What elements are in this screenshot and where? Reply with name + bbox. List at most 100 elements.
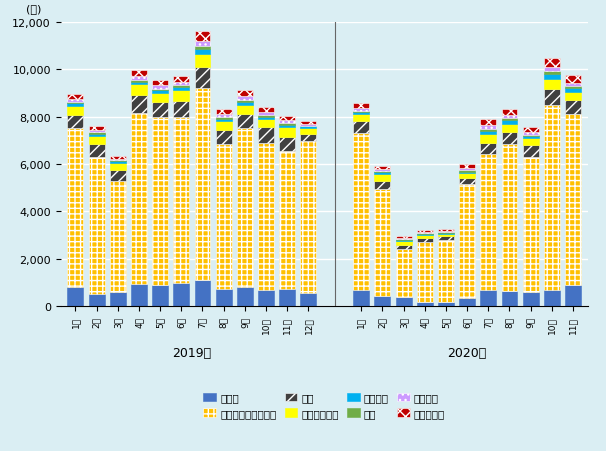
- Bar: [195, 281, 210, 307]
- Bar: [459, 172, 475, 174]
- Bar: [438, 241, 454, 303]
- Bar: [88, 131, 104, 133]
- Bar: [237, 115, 253, 129]
- Bar: [216, 120, 231, 122]
- Bar: [195, 42, 210, 47]
- Bar: [544, 106, 560, 290]
- Bar: [502, 115, 518, 119]
- Bar: [502, 121, 518, 124]
- Bar: [88, 133, 104, 134]
- Bar: [67, 116, 84, 129]
- Bar: [481, 155, 496, 290]
- Bar: [353, 109, 369, 111]
- Bar: [353, 290, 369, 307]
- Bar: [258, 128, 274, 143]
- Bar: [438, 232, 454, 233]
- Bar: [131, 81, 147, 83]
- Bar: [375, 170, 390, 172]
- Bar: [152, 285, 168, 307]
- Bar: [459, 299, 475, 307]
- Bar: [237, 288, 253, 307]
- Bar: [110, 159, 125, 161]
- Bar: [195, 89, 210, 281]
- Bar: [565, 115, 581, 285]
- Bar: [353, 115, 369, 122]
- Bar: [110, 292, 125, 307]
- Bar: [67, 104, 84, 106]
- Bar: [417, 243, 433, 302]
- Text: (台): (台): [26, 4, 42, 14]
- Bar: [481, 290, 496, 307]
- Bar: [481, 132, 496, 135]
- Bar: [459, 171, 475, 172]
- Bar: [67, 100, 84, 103]
- Bar: [375, 296, 390, 307]
- Bar: [502, 144, 518, 291]
- Bar: [258, 143, 274, 290]
- Bar: [481, 143, 496, 155]
- Bar: [396, 245, 411, 250]
- Bar: [459, 169, 475, 171]
- Bar: [481, 126, 496, 129]
- Bar: [301, 142, 316, 294]
- Bar: [353, 122, 369, 134]
- Bar: [353, 134, 369, 290]
- Bar: [152, 93, 168, 103]
- Bar: [67, 129, 84, 288]
- Bar: [417, 235, 433, 238]
- Bar: [301, 127, 316, 129]
- Bar: [502, 133, 518, 144]
- Bar: [237, 101, 253, 102]
- Bar: [544, 75, 560, 79]
- Bar: [565, 87, 581, 89]
- Bar: [481, 129, 496, 132]
- Bar: [375, 189, 390, 296]
- Bar: [67, 95, 84, 100]
- Bar: [459, 174, 475, 179]
- Bar: [110, 161, 125, 162]
- Bar: [279, 125, 295, 128]
- Bar: [110, 162, 125, 163]
- Bar: [417, 234, 433, 235]
- Bar: [173, 86, 189, 88]
- Bar: [258, 117, 274, 120]
- Bar: [417, 238, 433, 243]
- Bar: [279, 116, 295, 121]
- Bar: [173, 77, 189, 83]
- Bar: [301, 122, 316, 124]
- Text: 2019年: 2019年: [172, 346, 211, 359]
- Bar: [195, 47, 210, 50]
- Bar: [375, 173, 390, 175]
- Bar: [131, 114, 147, 284]
- Bar: [67, 103, 84, 104]
- Bar: [131, 85, 147, 96]
- Bar: [502, 291, 518, 307]
- Bar: [565, 101, 581, 115]
- Bar: [88, 127, 104, 131]
- Bar: [396, 239, 411, 240]
- Bar: [301, 294, 316, 307]
- Bar: [237, 102, 253, 106]
- Bar: [216, 289, 231, 307]
- Bar: [396, 242, 411, 245]
- Bar: [544, 79, 560, 90]
- Bar: [375, 166, 390, 170]
- Bar: [237, 129, 253, 288]
- Bar: [216, 118, 231, 120]
- Bar: [502, 110, 518, 115]
- Bar: [523, 139, 539, 146]
- Bar: [459, 185, 475, 299]
- Bar: [173, 283, 189, 307]
- Bar: [131, 71, 147, 77]
- Bar: [110, 157, 125, 159]
- Bar: [173, 88, 189, 91]
- Bar: [438, 233, 454, 234]
- Bar: [353, 104, 369, 109]
- Bar: [544, 68, 560, 72]
- Bar: [375, 181, 390, 189]
- Bar: [396, 297, 411, 307]
- Bar: [88, 134, 104, 136]
- Bar: [216, 144, 231, 289]
- Bar: [67, 106, 84, 116]
- Bar: [438, 234, 454, 237]
